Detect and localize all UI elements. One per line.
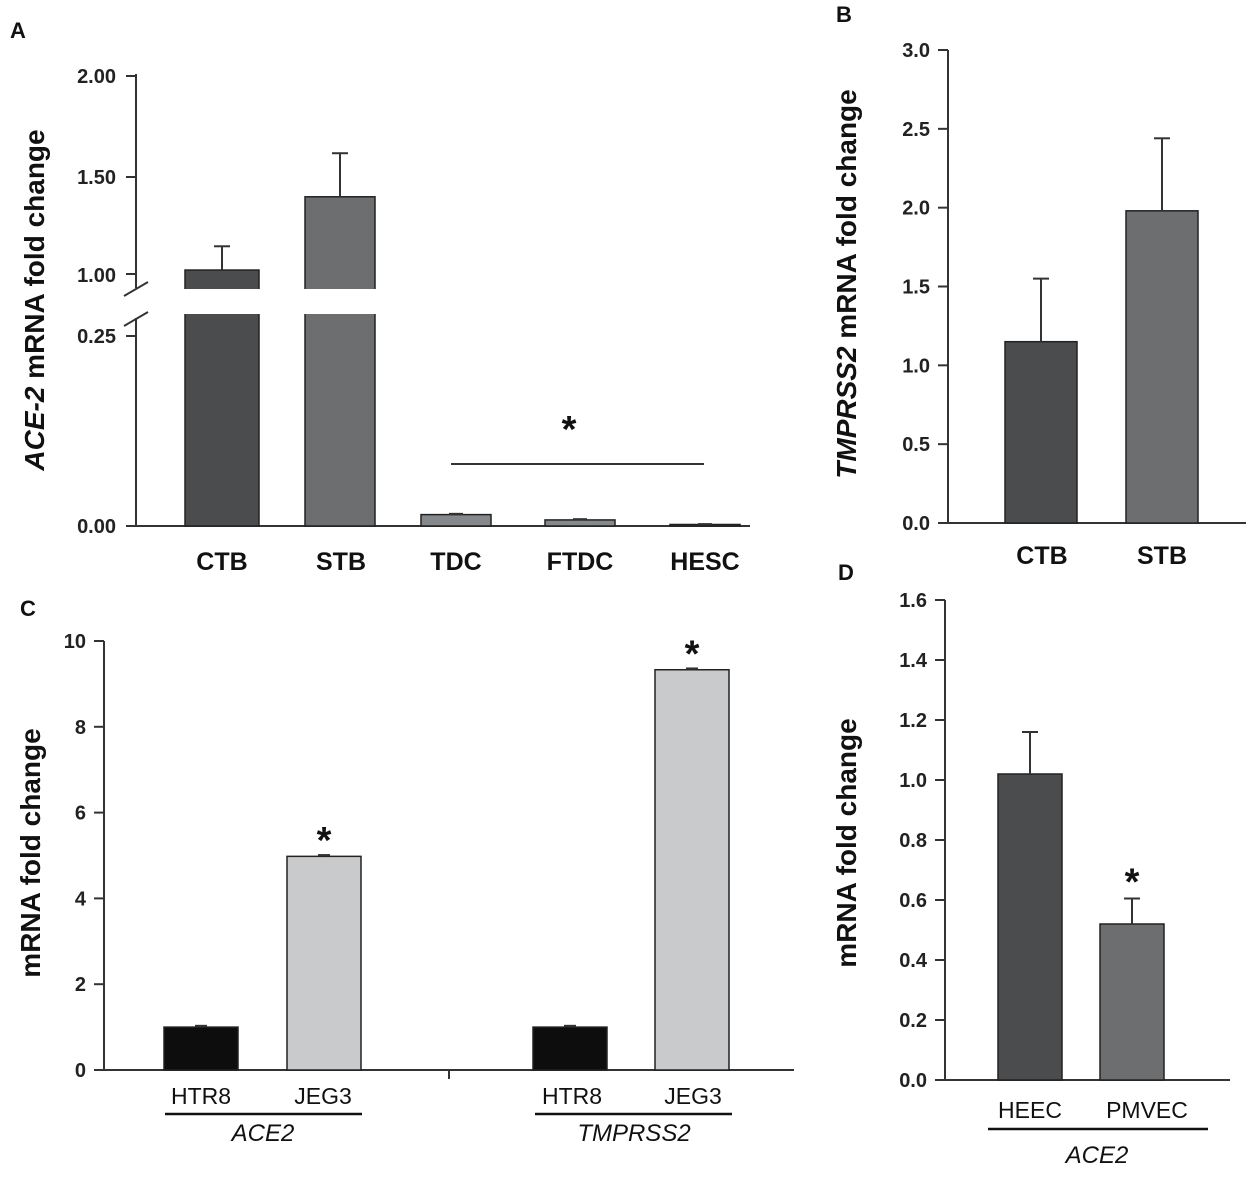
panel-b-ytick-label: 1.0 — [902, 355, 930, 377]
panel-c-bar — [286, 855, 362, 1071]
panel-a-ylabel: ACE-2 mRNA fold change — [19, 129, 50, 471]
panel-c-ytick-label: 10 — [64, 631, 86, 653]
panel-a-break-mark-upper — [123, 281, 149, 297]
panel-a-bar — [544, 519, 616, 527]
panel-a-xtick-label: CTB — [196, 548, 247, 576]
panel-d-ytick-label: 1.6 — [899, 590, 927, 612]
panel-b-xtick-label: CTB — [1016, 542, 1067, 570]
panel-a-ytick-label: 0.25 — [77, 326, 116, 348]
panel-d-bar — [1099, 923, 1165, 1081]
panel-d-ytick-label: 1.4 — [899, 650, 928, 672]
panel-c-ylabel: mRNA fold change — [15, 728, 46, 977]
panel-c-xtick-label: JEG3 — [294, 1083, 352, 1109]
panel-d-ytick-label: 1.0 — [899, 770, 927, 792]
panel-a-ylabel-rest: mRNA fold change — [19, 129, 50, 386]
panel-d-ytick-label: 0.4 — [899, 950, 928, 972]
panel-c-group-label: ACE2 — [230, 1120, 295, 1147]
panel-b-yticks: 0.0 0.5 1.0 1.5 2.0 2.5 3.0 — [902, 40, 948, 535]
panel-a-bar — [420, 513, 492, 527]
panel-b-ylabel-rest: mRNA fold change — [831, 89, 862, 346]
panel-a-bars — [184, 152, 741, 527]
panel-b-xtick-label: STB — [1137, 542, 1187, 570]
panel-c-yticks: 0 2 4 6 8 10 — [64, 631, 104, 1082]
panel-d-yticks: 0.0 0.2 0.4 0.6 0.8 1.0 1.2 1.4 1.6 — [899, 590, 945, 1092]
panel-a-ytick-label: 0.00 — [77, 516, 116, 538]
panel-d: D mRNA fold change 0.0 0.2 0.4 0.6 0.8 1.0 1.2… — [831, 560, 1230, 1169]
panel-c-xtick-label: HTR8 — [542, 1083, 602, 1109]
panel-d-ytick-label: 0.0 — [899, 1070, 927, 1092]
panel-a-ytick-label: 1.00 — [77, 265, 116, 287]
panel-b-ytick-label: 0.5 — [902, 434, 930, 456]
panel-d-ytick-label: 0.6 — [899, 890, 927, 912]
panel-a: A ACE-2 mRNA fold change 0.00 0.25 1.00 … — [10, 18, 750, 576]
panel-d-ytick-label: 1.2 — [899, 710, 927, 732]
panel-c-group-label: TMPRSS2 — [577, 1120, 690, 1147]
panel-a-ytick-label: 2.00 — [77, 66, 116, 88]
panel-a-break-mark-lower — [123, 311, 149, 327]
panel-a-bar — [304, 196, 376, 527]
panel-d-label: D — [838, 560, 854, 585]
panel-a-xtick-label: FTDC — [547, 548, 614, 576]
panel-d-significance-star: * — [1125, 862, 1140, 904]
panel-c-ytick-label: 8 — [75, 717, 86, 739]
panel-a-xtick-label: STB — [316, 548, 366, 576]
panel-d-xtick-label: PMVEC — [1106, 1097, 1188, 1123]
panel-c-bar — [654, 668, 730, 1071]
panel-a-label: A — [10, 18, 26, 43]
panel-c-ytick-label: 2 — [75, 974, 86, 996]
panel-d-bar — [997, 773, 1063, 1081]
panel-b-ytick-label: 3.0 — [902, 40, 930, 62]
panel-b-ytick-label: 0.0 — [902, 513, 930, 535]
panel-c-significance-star: * — [317, 820, 332, 862]
panel-c-bar — [532, 1026, 608, 1071]
panel-c-ytick-label: 4 — [75, 888, 87, 910]
panel-a-significance-star: * — [562, 409, 577, 451]
panel-b: B TMPRSS2 mRNA fold change 0.0 0.5 1.0 1.5 2… — [831, 2, 1246, 570]
panel-c-ytick-label: 0 — [75, 1060, 86, 1082]
panel-b-bars — [1004, 137, 1199, 524]
panel-d-ylabel: mRNA fold change — [831, 718, 862, 967]
panel-d-group-label: ACE2 — [1064, 1142, 1129, 1169]
panel-a-xtick-label: TDC — [430, 548, 481, 576]
panel-c-label: C — [20, 596, 36, 621]
panel-b-label: B — [836, 2, 852, 27]
panel-b-bar — [1125, 210, 1199, 524]
panel-d-bars: * — [997, 731, 1165, 1081]
panel-b-ytick-label: 2.5 — [902, 119, 930, 141]
panel-d-ytick-label: 0.8 — [899, 830, 927, 852]
panel-b-ylabel: TMPRSS2 mRNA fold change — [831, 89, 862, 478]
panel-d-xtick-label: HEEC — [998, 1097, 1062, 1123]
panel-c-significance-star: * — [685, 633, 700, 675]
panel-c-xtick-label: JEG3 — [664, 1083, 722, 1109]
panel-c-ytick-label: 6 — [75, 803, 86, 825]
panel-d-ytick-label: 0.2 — [899, 1010, 927, 1032]
panel-b-ylabel-italic: TMPRSS2 — [831, 346, 862, 479]
panel-c-xtick-label: HTR8 — [171, 1083, 231, 1109]
panel-b-ytick-label: 2.0 — [902, 198, 930, 220]
panel-a-xtick-label: HESC — [670, 548, 739, 576]
panel-b-ytick-label: 1.5 — [902, 277, 930, 299]
panel-c-bars: ** — [163, 633, 730, 1071]
panel-a-ytick-label: 1.50 — [77, 167, 116, 189]
panel-a-ylabel-italic: ACE-2 — [19, 386, 50, 471]
panel-c-bar — [163, 1026, 239, 1071]
panel-b-bar — [1004, 340, 1078, 524]
panel-a-break-gap — [180, 289, 390, 314]
